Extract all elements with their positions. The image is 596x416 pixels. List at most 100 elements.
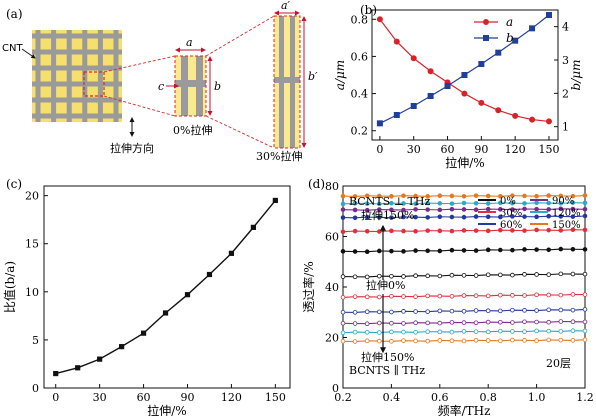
d-series-10-point	[413, 329, 418, 335]
grid-hbar	[32, 97, 122, 103]
d-series-2-point	[389, 215, 394, 220]
d-xtick-label: 0.4	[383, 391, 401, 404]
d-series-10-point	[340, 330, 346, 336]
d-series-4-point	[461, 200, 467, 206]
d-series-11-point	[473, 337, 479, 343]
d-series-4-point	[352, 201, 358, 206]
c-xtick-label: 60	[137, 391, 151, 404]
dim-b-label: b	[214, 80, 221, 93]
d-series-5-point	[449, 193, 455, 199]
d-series-8-point	[413, 309, 418, 314]
d-series-6-point	[413, 273, 418, 278]
d-series-0-point	[401, 249, 406, 254]
c-xtick-label: 90	[181, 391, 195, 404]
d-series-11-point	[522, 338, 527, 343]
b-series-b-point	[529, 25, 536, 32]
d-series-8-point	[558, 307, 564, 313]
b-series-b-point	[393, 112, 400, 118]
d-series-11-point	[401, 338, 406, 343]
b-xtick-label: 150	[538, 143, 559, 156]
d-series-5-point	[582, 193, 588, 198]
d-series-8-point	[376, 309, 382, 315]
d-series-11-point	[570, 338, 576, 343]
d-series-2-point	[485, 214, 491, 220]
b-series-b-point	[376, 120, 383, 127]
d-series-0-point	[497, 247, 503, 253]
b-ytick-label: 0.6	[351, 50, 369, 63]
b-series-a-point	[495, 107, 502, 114]
d-series-4-point	[570, 200, 576, 205]
d-series-9-point	[401, 321, 406, 326]
d-series-11-point	[437, 338, 443, 343]
d-series-10-point	[473, 329, 479, 334]
c-xtick-label: 30	[93, 391, 107, 404]
d-series-10-point	[510, 329, 515, 334]
d-series-7-point	[437, 293, 443, 299]
panel-d-chart: (d) 0.2 0.4 0.6 0.8 1.0 1.2 0 20 40 60 80 频率/THz 透过率/…	[301, 177, 594, 416]
d-series-11-point	[461, 338, 467, 344]
cnt-pointer	[21, 48, 36, 59]
d-series-7-point	[510, 293, 515, 298]
b-xtick-label: 0	[376, 143, 383, 156]
d-series-9-point	[534, 319, 539, 325]
d-series-5-point	[497, 193, 503, 199]
d-series-4-point	[497, 200, 503, 206]
d-series-5-point	[546, 193, 551, 198]
d-series-1-point	[461, 228, 467, 233]
d-series-8-point	[352, 310, 358, 315]
d-legend-90%-label: 90%	[552, 196, 574, 207]
d-series-0-point	[352, 249, 358, 254]
d-series-10-point	[546, 328, 551, 334]
d-ytick-label: 20	[325, 332, 339, 345]
zoom-lines-2	[205, 15, 275, 149]
unit-cell-30-hbar	[274, 77, 300, 83]
d-series-3-point	[401, 207, 406, 213]
d-series-10-point	[401, 329, 406, 335]
grid-vbar	[97, 30, 103, 122]
d-series-5-point	[352, 194, 358, 199]
d-series-2-point	[546, 213, 551, 219]
b-ytick-label: 0.8	[351, 13, 369, 26]
d-series-5-point	[570, 193, 576, 199]
d-series-7-point	[582, 292, 588, 297]
d-series-9-point	[570, 319, 576, 324]
selection-box	[83, 71, 105, 97]
b-series-a-point	[393, 38, 400, 45]
panel-c-frame	[43, 185, 291, 389]
d-series-11-point	[364, 338, 370, 344]
d-series-2-point	[522, 214, 527, 219]
d-annot-top-stretch: 拉伸150%	[361, 208, 414, 222]
d-series-10-point	[461, 329, 467, 334]
zoom-lines-1	[103, 55, 176, 117]
d-series-9-point	[352, 321, 358, 326]
d-ytick-label: 0	[332, 382, 339, 395]
d-series-2-point	[437, 214, 443, 220]
d-series-1-point	[485, 228, 491, 234]
d-series-2-point	[364, 214, 370, 220]
d-annot-mid-stretch: 拉伸0%	[366, 278, 405, 292]
d-series-9-point	[510, 320, 515, 325]
d-series-0-point	[582, 247, 588, 252]
d-series-0-point	[449, 247, 455, 253]
d-series-9-point	[522, 319, 527, 325]
b-xtick-label: 60	[441, 143, 455, 156]
d-series-6-point	[522, 272, 527, 277]
d-series-11-point	[425, 338, 431, 344]
d-series-1-point	[534, 227, 539, 233]
d-legend-120%-label: 120%	[552, 208, 581, 219]
d-series-9-point	[461, 320, 467, 325]
dim-c-label: c	[158, 80, 164, 93]
d-series-8-point	[340, 309, 346, 315]
unit-cell-0-hbar	[175, 80, 206, 87]
d-series-5-point	[413, 193, 418, 199]
d-series-2-point	[534, 214, 539, 220]
d-series-0-point	[376, 248, 382, 254]
panel-b-label: (b)	[360, 3, 377, 17]
d-series-8-point	[582, 307, 588, 312]
unit-cell-0: a b c 0%拉伸	[158, 36, 221, 137]
d-series-9-point	[497, 319, 503, 325]
c-series-point	[140, 330, 147, 336]
caption-0-stretch: 0%拉伸	[173, 123, 212, 137]
d-series-3-point	[497, 207, 503, 212]
d-series-8-point	[389, 309, 394, 315]
